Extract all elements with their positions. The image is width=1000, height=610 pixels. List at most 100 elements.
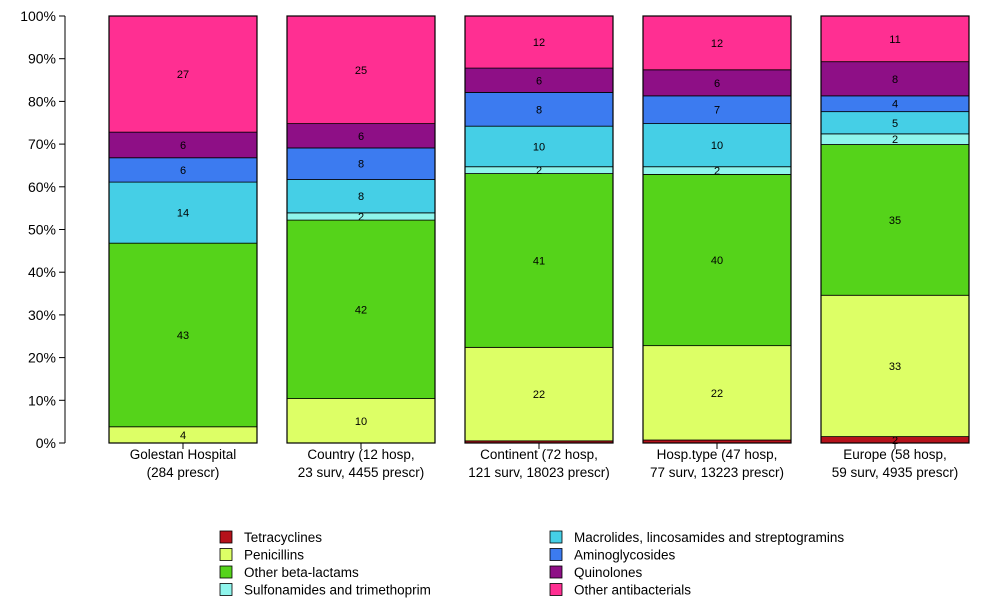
bar-segment bbox=[642, 95, 792, 125]
bar-segment bbox=[642, 174, 792, 347]
data-label: 41 bbox=[533, 255, 545, 267]
y-tick-label: 0% bbox=[36, 435, 56, 451]
y-axis: 0% 10% 20% 30% 40% 50% 60% 70% 80% 90% 100% bbox=[20, 8, 66, 451]
bar-segment bbox=[286, 398, 436, 444]
data-label: 6 bbox=[536, 75, 542, 87]
data-label: 43 bbox=[177, 330, 189, 342]
data-label: 10 bbox=[711, 140, 723, 152]
bar-segment bbox=[286, 15, 436, 125]
bar-segment bbox=[464, 15, 614, 69]
y-tick-label: 50% bbox=[28, 222, 56, 238]
legend-label: Tetracyclines bbox=[244, 530, 322, 545]
y-tick-label: 20% bbox=[28, 350, 56, 366]
data-label: 8 bbox=[358, 191, 364, 203]
x-tick-label: 23 surv, 4455 prescr) bbox=[298, 465, 425, 480]
data-label: 10 bbox=[533, 141, 545, 153]
legend: Tetracyclines Macrolides, lincosamides an… bbox=[219, 530, 844, 598]
legend-swatch bbox=[219, 548, 233, 561]
bar-segment bbox=[820, 15, 970, 63]
legend-label: Sulfonamides and trimethoprim bbox=[244, 583, 431, 598]
data-label: 6 bbox=[180, 165, 186, 177]
legend-item: Quinolones bbox=[549, 565, 643, 580]
legend-item: Tetracyclines bbox=[219, 530, 322, 545]
bar-stack: 22 40 2 10 7 6 12 bbox=[642, 15, 792, 444]
data-label: 6 bbox=[714, 78, 720, 90]
data-label: 5 bbox=[892, 118, 898, 130]
legend-label: Other antibacterials bbox=[574, 583, 691, 598]
data-label: 4 bbox=[892, 99, 898, 111]
bar-segment bbox=[108, 242, 258, 428]
data-label: 7 bbox=[714, 105, 720, 117]
data-label: 6 bbox=[358, 131, 364, 143]
y-tick-label: 70% bbox=[28, 136, 56, 152]
bar-stack: 4 43 14 6 6 27 bbox=[108, 15, 258, 444]
legend-item: Penicillins bbox=[219, 548, 304, 563]
data-label: 22 bbox=[533, 389, 545, 401]
legend-swatch bbox=[549, 583, 563, 596]
bar-segment bbox=[642, 123, 792, 168]
data-label: 27 bbox=[177, 69, 189, 81]
x-tick-label: Hosp.type (47 hosp, bbox=[657, 447, 778, 462]
y-tick-label: 80% bbox=[28, 93, 56, 109]
x-tick-label: (284 prescr) bbox=[147, 465, 220, 480]
data-label: 14 bbox=[177, 208, 189, 220]
x-tick-label: 121 surv, 18023 prescr) bbox=[468, 465, 610, 480]
data-label: 2 bbox=[358, 211, 364, 223]
x-tick-label: 77 surv, 13223 prescr) bbox=[650, 465, 784, 480]
bar-segment bbox=[286, 179, 436, 214]
y-tick-label: 30% bbox=[28, 307, 56, 323]
bar-segment bbox=[286, 219, 436, 399]
x-tick-label: 59 surv, 4935 prescr) bbox=[832, 465, 959, 480]
x-tick-label: Continent (72 hosp, bbox=[480, 447, 598, 462]
legend-item: Aminoglycosides bbox=[549, 548, 676, 563]
data-label: 35 bbox=[889, 215, 901, 227]
x-tick-label: Europe (58 hosp, bbox=[843, 447, 947, 462]
data-label: 10 bbox=[355, 416, 367, 428]
bar-stack: 2 33 35 2 5 4 8 11 bbox=[820, 15, 970, 447]
bar-segment bbox=[464, 173, 614, 348]
data-label: 2 bbox=[892, 134, 898, 146]
legend-item: Other beta-lactams bbox=[219, 565, 359, 580]
data-label: 12 bbox=[533, 37, 545, 49]
legend-label: Other beta-lactams bbox=[244, 565, 359, 580]
legend-item: Macrolides, lincosamides and streptogram… bbox=[549, 530, 844, 545]
bar-segment bbox=[464, 346, 614, 442]
legend-label: Aminoglycosides bbox=[574, 548, 676, 563]
y-tick-label: 40% bbox=[28, 264, 56, 280]
x-axis-labels: Golestan Hospital (284 prescr) Country (12… bbox=[130, 443, 959, 480]
x-tick-label: Country (12 hosp, bbox=[307, 447, 414, 462]
legend-label: Quinolones bbox=[574, 565, 643, 580]
data-label: 8 bbox=[536, 104, 542, 116]
x-tick-label: Golestan Hospital bbox=[130, 447, 237, 462]
bar-segment bbox=[464, 125, 614, 168]
bars-group: 4431466271042288625224121086122240210761… bbox=[108, 15, 970, 447]
bar-segment bbox=[820, 61, 970, 97]
legend-swatch bbox=[219, 583, 233, 596]
bar-segment bbox=[108, 15, 258, 133]
data-label: 2 bbox=[714, 166, 720, 178]
data-label: 2 bbox=[536, 165, 542, 177]
data-label: 33 bbox=[889, 361, 901, 373]
legend-item: Sulfonamides and trimethoprim bbox=[219, 583, 431, 598]
data-label: 2 bbox=[892, 435, 898, 447]
data-label: 6 bbox=[180, 140, 186, 152]
bar-stack: 22 41 2 10 8 6 12 bbox=[464, 15, 614, 444]
legend-swatch bbox=[219, 530, 233, 544]
bar-stack: 10 42 2 8 8 6 25 bbox=[286, 15, 436, 444]
data-label: 25 bbox=[355, 65, 367, 77]
y-tick-label: 100% bbox=[20, 8, 56, 24]
legend-swatch bbox=[549, 548, 563, 561]
data-label: 22 bbox=[711, 388, 723, 400]
legend-label: Penicillins bbox=[244, 548, 304, 563]
data-label: 12 bbox=[711, 38, 723, 50]
legend-swatch bbox=[549, 530, 563, 544]
y-tick-label: 60% bbox=[28, 179, 56, 195]
legend-swatch bbox=[549, 565, 563, 579]
data-label: 8 bbox=[358, 159, 364, 171]
bar-segment bbox=[108, 131, 258, 159]
legend-swatch bbox=[219, 565, 233, 579]
legend-item: Other antibacterials bbox=[549, 583, 691, 598]
legend-label: Macrolides, lincosamides and streptogram… bbox=[574, 530, 844, 545]
y-tick-label: 90% bbox=[28, 51, 56, 67]
